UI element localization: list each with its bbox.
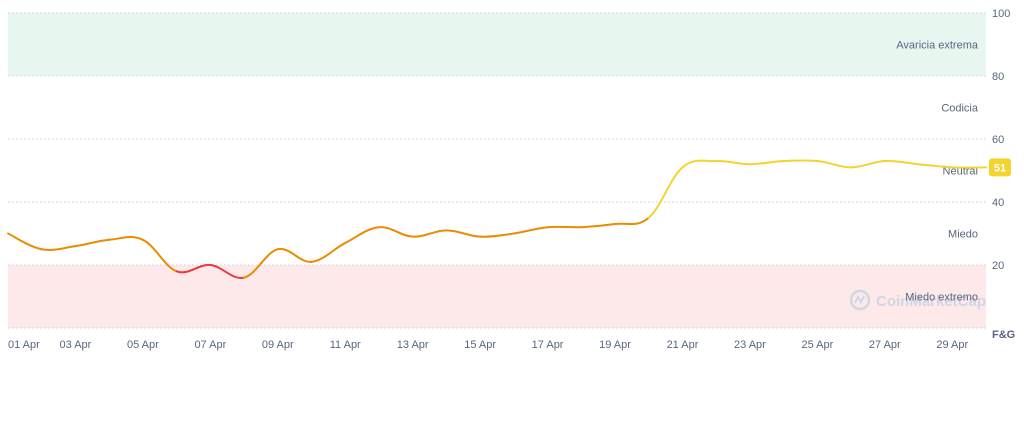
series-segment: [614, 216, 650, 226]
x-tick-label: 23 Apr: [734, 339, 766, 351]
x-tick-label: 03 Apr: [60, 339, 92, 351]
zone-band: [8, 265, 986, 328]
series-segment: [209, 264, 246, 279]
x-axis: 01 Apr 03 Apr 05 Apr 07 Apr 09 Apr 11 Apr 13 A…: [8, 339, 969, 351]
series-segment: [310, 241, 347, 263]
watermark-text: CoinMarketCap: [876, 293, 986, 310]
coinmarketcap-logo-icon: [849, 289, 871, 311]
x-tick-label: 07 Apr: [194, 339, 226, 351]
x-tick-label: 01 Apr: [8, 339, 40, 351]
series-segment: [108, 236, 144, 241]
series-segment: [276, 248, 313, 263]
zone-backgrounds: [8, 13, 986, 328]
zone-band: [8, 76, 986, 139]
series-segment: [7, 232, 43, 251]
series-segment: [580, 223, 617, 229]
x-tick-label: 17 Apr: [532, 339, 564, 351]
y-tick-label: 80: [992, 71, 1004, 83]
series-segment: [512, 226, 549, 235]
watermark: CoinMarketCap: [849, 289, 986, 311]
zone-band: [8, 13, 986, 76]
x-tick-label: 13 Apr: [397, 339, 429, 351]
zone-label: Codicia: [941, 103, 979, 115]
current-value-badge: 51: [989, 158, 1011, 177]
x-tick-label: 19 Apr: [599, 339, 631, 351]
x-tick-label: 09 Apr: [262, 339, 294, 351]
x-tick-label: 21 Apr: [667, 339, 699, 351]
series-segment: [917, 163, 954, 169]
y-axis-unit-label: F&G: [992, 329, 1015, 341]
y-tick-label: 20: [992, 260, 1004, 272]
series-segment: [715, 160, 751, 166]
series-segment: [411, 229, 448, 238]
x-tick-label: 27 Apr: [869, 339, 901, 351]
y-tick-label: 40: [992, 197, 1004, 209]
series-segment: [479, 232, 515, 238]
badge-background: [989, 158, 1011, 177]
zone-band: [8, 139, 986, 202]
series-segment: [546, 225, 583, 229]
zone-label: Miedo: [948, 229, 978, 241]
gridlines: [8, 12, 986, 329]
series-segment: [816, 160, 853, 169]
x-tick-label: 25 Apr: [801, 339, 833, 351]
series-segment: [175, 263, 212, 274]
series-segment: [344, 226, 380, 244]
x-tick-label: 29 Apr: [936, 339, 968, 351]
series-segment: [883, 159, 920, 166]
series-segment: [445, 229, 482, 238]
series-segment: [647, 166, 684, 219]
series-segment: [74, 238, 111, 248]
series-segment: [243, 248, 279, 279]
series-segment: [681, 159, 718, 169]
y-tick-label: 100: [992, 8, 1010, 20]
zone-label: Miedo extremo: [905, 292, 978, 304]
series-segment: [850, 160, 886, 169]
y-axis: 20 40 60 80 100: [992, 8, 1010, 272]
zone-label: Avaricia extrema: [896, 40, 979, 52]
zone-band: [8, 202, 986, 265]
series-line: [7, 159, 987, 279]
x-tick-label: 11 Apr: [330, 339, 361, 351]
series-segment: [377, 226, 414, 238]
y-tick-label: 60: [992, 134, 1004, 146]
series-segment: [141, 238, 178, 273]
series-segment: [748, 160, 785, 166]
badge-value: 51: [994, 162, 1006, 174]
x-tick-label: 05 Apr: [127, 339, 159, 351]
series-segment: [40, 245, 77, 251]
series-segment: [782, 159, 819, 163]
x-tick-label: 15 Apr: [464, 339, 496, 351]
